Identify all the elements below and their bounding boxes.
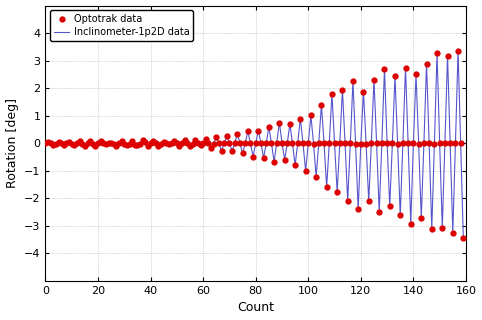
- Optotrak data: [313, 175, 319, 179]
- X-axis label: Count: Count: [237, 301, 274, 315]
- Optotrak data: [455, 49, 461, 53]
- Inclinometer-1p2D data: [460, 236, 466, 240]
- Inclinometer-1p2D data: [161, 140, 167, 144]
- Inclinometer-1p2D data: [127, 142, 133, 146]
- Inclinometer-1p2D data: [384, 141, 390, 145]
- Optotrak data: [161, 140, 167, 144]
- Inclinometer-1p2D data: [274, 141, 280, 145]
- Optotrak data: [440, 226, 445, 230]
- Line: Inclinometer-1p2D data: Inclinometer-1p2D data: [45, 51, 463, 238]
- Inclinometer-1p2D data: [313, 175, 319, 179]
- Optotrak data: [460, 236, 466, 240]
- Inclinometer-1p2D data: [42, 140, 48, 144]
- Y-axis label: Rotation [deg]: Rotation [deg]: [6, 98, 18, 188]
- Optotrak data: [384, 141, 390, 145]
- Optotrak data: [127, 142, 133, 146]
- Inclinometer-1p2D data: [455, 49, 461, 53]
- Optotrak data: [42, 141, 48, 145]
- Inclinometer-1p2D data: [440, 226, 445, 230]
- Line: Optotrak data: Optotrak data: [43, 49, 466, 240]
- Legend: Optotrak data, Inclinometer-1p2D data: Optotrak data, Inclinometer-1p2D data: [50, 11, 193, 41]
- Optotrak data: [274, 141, 280, 145]
